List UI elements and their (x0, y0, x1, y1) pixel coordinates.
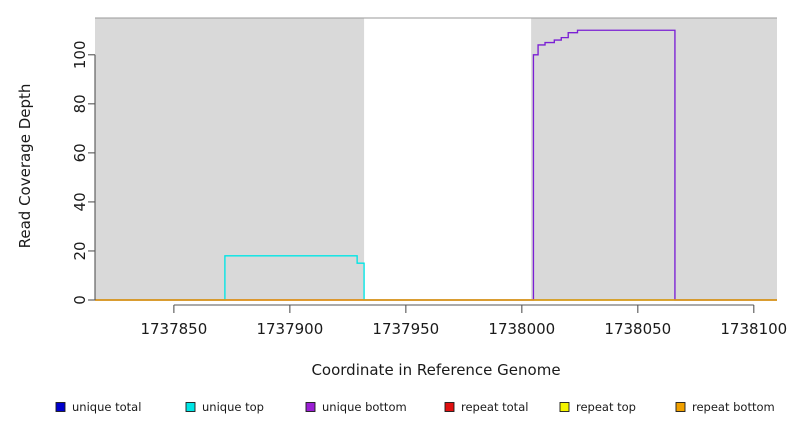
y-axis-ticks: 0 20 40 60 80 100 (71, 40, 95, 305)
x-axis-title: Coordinate in Reference Genome (311, 361, 560, 379)
y-tick-label: 80 (71, 94, 89, 113)
chart-legend: unique total unique top unique bottom repea… (55, 400, 775, 414)
legend-label-repeat-total: repeat total (461, 400, 528, 414)
x-axis: 1737850 1737900 1737950 1738000 1738050 17381… (140, 304, 787, 338)
y-tick-label: 0 (71, 295, 89, 305)
y-tick-label: 40 (71, 192, 89, 211)
x-tick-label: 1737850 (140, 320, 207, 338)
x-axis-ticks: 1737850 1737900 1737950 1738000 1738050 17381… (140, 305, 787, 338)
shaded-regions-group (95, 18, 777, 300)
x-tick-label: 1738050 (604, 320, 671, 338)
repeat-region-right (531, 18, 777, 300)
data-series-group (95, 29, 777, 301)
legend-label-repeat-top: repeat top (576, 400, 636, 414)
series-unique-top (95, 255, 777, 301)
y-axis: 0 20 40 60 80 100 (71, 40, 96, 305)
legend-label-unique-bottom: unique bottom (322, 400, 407, 414)
legend-swatch-unique-top (185, 402, 196, 412)
legend-swatch-unique-bottom (305, 402, 316, 412)
x-tick-label: 1737950 (372, 320, 439, 338)
y-axis-title: Read Coverage Depth (16, 84, 34, 249)
repeat-region-left (95, 18, 365, 300)
series-unique-bottom (95, 29, 777, 301)
y-tick-label: 100 (71, 40, 89, 69)
legend-label-unique-total: unique total (72, 400, 141, 414)
x-tick-label: 1738100 (720, 320, 787, 338)
y-tick-label: 60 (71, 143, 89, 162)
legend-label-repeat-bottom: repeat bottom (692, 400, 775, 414)
x-tick-label: 1737900 (256, 320, 323, 338)
y-tick-label: 20 (71, 241, 89, 260)
legend-label-unique-top: unique top (202, 400, 264, 414)
legend-swatch-repeat-total (444, 402, 455, 412)
x-tick-label: 1738000 (488, 320, 555, 338)
legend-swatch-repeat-bottom (675, 402, 686, 412)
legend-swatch-repeat-top (559, 402, 570, 412)
legend-swatch-unique-total (55, 402, 66, 412)
